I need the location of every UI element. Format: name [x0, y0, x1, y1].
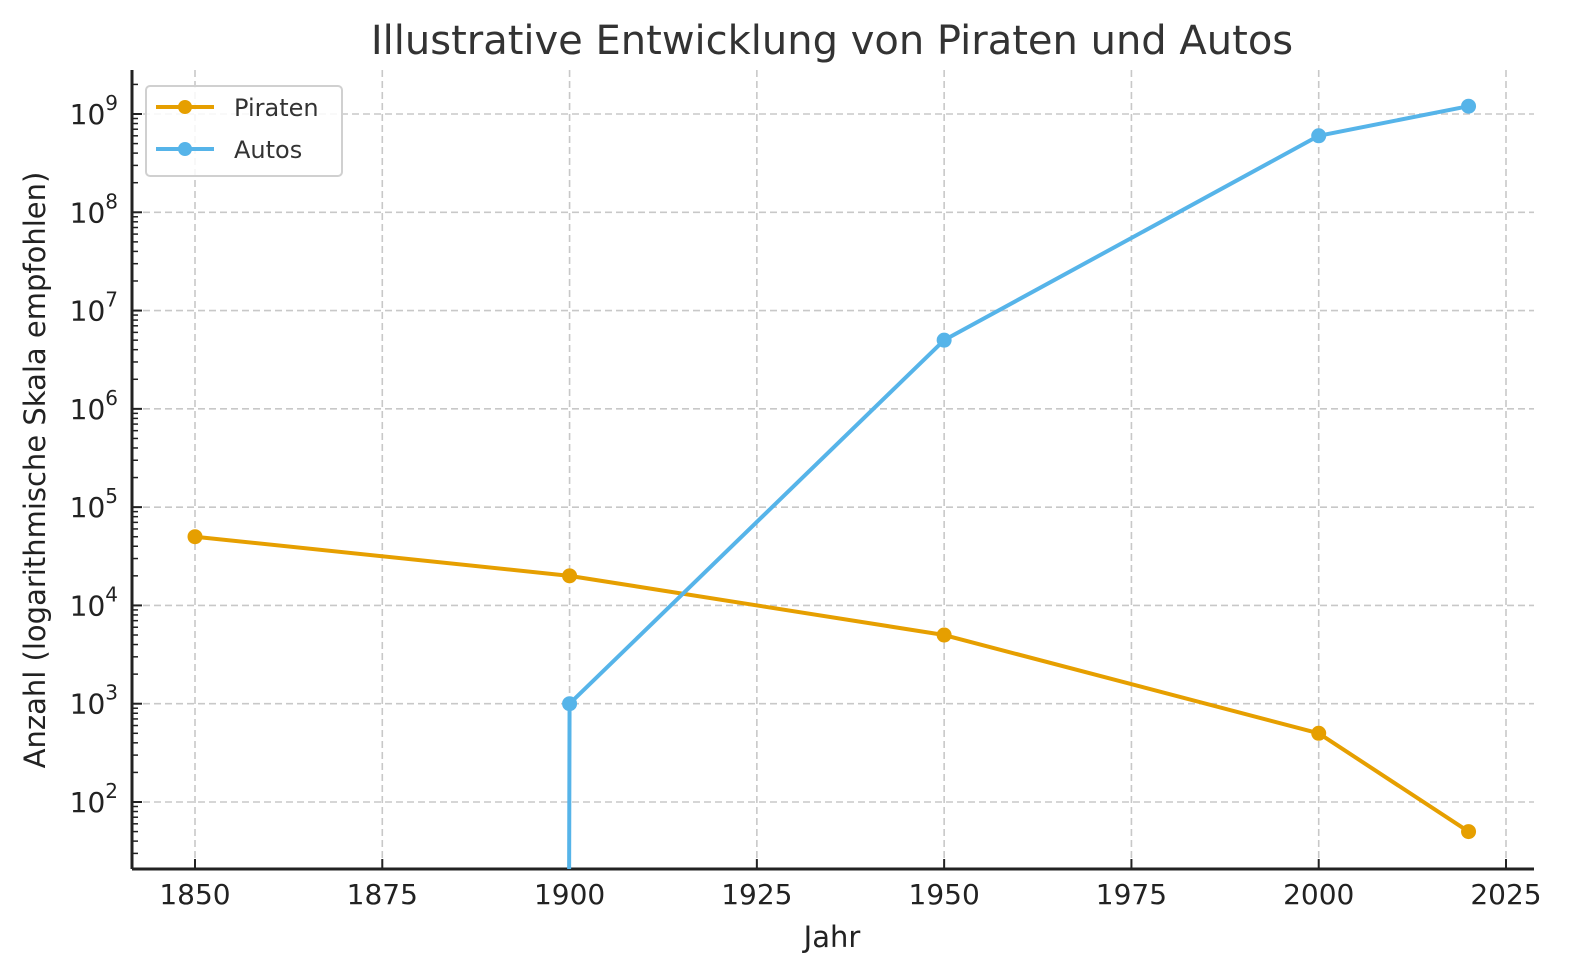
x-tick-label: 2000	[1283, 878, 1354, 911]
legend-marker-autos	[178, 142, 192, 156]
series-line	[194, 534, 1470, 834]
y-tick-label: 107	[70, 288, 118, 328]
data-point	[936, 332, 952, 348]
y-tick-label: 102	[70, 779, 118, 819]
legend-marker-piraten	[178, 100, 192, 114]
axes: 1850 1875 1900 1925 1950 1975 2000 2025 102 103 10…	[70, 70, 1542, 911]
data-point	[1461, 824, 1477, 840]
y-tick-label: 106	[70, 386, 118, 426]
data-point	[936, 627, 952, 643]
data-point	[1311, 725, 1327, 741]
series-autos	[562, 98, 1477, 869]
y-axis-label: Anzahl (logarithmische Skala empfohlen)	[18, 172, 52, 769]
x-tick-label: 1900	[534, 878, 605, 911]
series-line	[567, 104, 1469, 869]
data-point	[187, 529, 203, 545]
x-tick-label: 1950	[909, 878, 980, 911]
grid	[132, 70, 1534, 869]
x-axis-label: Jahr	[802, 920, 861, 954]
y-tick-label: 104	[70, 582, 118, 622]
legend-item-autos: Autos	[156, 136, 302, 164]
x-tick-label: 1975	[1096, 878, 1167, 911]
data-point	[562, 568, 578, 584]
y-tick-label: 105	[70, 484, 118, 524]
series-layer	[187, 98, 1477, 869]
x-tick-label: 1925	[721, 878, 792, 911]
legend-item-piraten: Piraten	[156, 94, 319, 122]
legend-label-piraten: Piraten	[234, 94, 319, 122]
legend-label-autos: Autos	[234, 136, 302, 164]
y-tick-label: 103	[70, 681, 118, 721]
legend: Piraten Autos	[145, 85, 343, 177]
data-point	[1311, 128, 1327, 144]
x-tick-label: 2025	[1470, 878, 1541, 911]
data-point	[562, 696, 578, 712]
chart-title: Illustrative Entwicklung von Piraten und…	[371, 18, 1293, 64]
y-tick-label: 109	[70, 91, 118, 131]
series-piraten	[187, 529, 1477, 840]
x-tick-label: 1875	[347, 878, 418, 911]
data-point	[1461, 98, 1477, 114]
y-tick-label: 108	[70, 189, 118, 229]
x-tick-label: 1850	[159, 878, 230, 911]
